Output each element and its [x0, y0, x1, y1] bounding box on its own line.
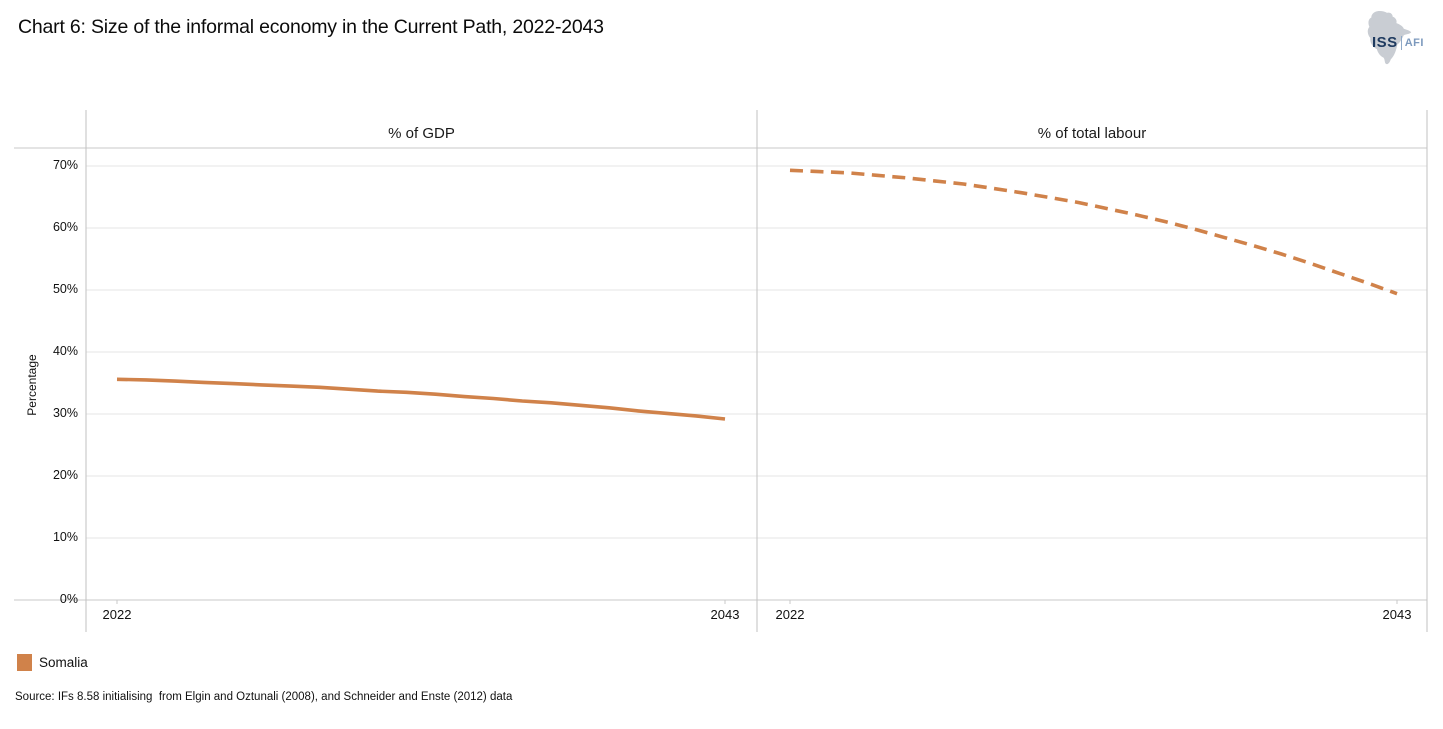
y-tick-label: 40% [52, 344, 78, 358]
logo-text: ISS AFI [1372, 34, 1424, 51]
x-tick-label: 2043 [710, 607, 740, 622]
x-tick-label: 2022 [102, 607, 132, 622]
y-tick-label: 60% [52, 220, 78, 234]
y-tick-label: 50% [52, 282, 78, 296]
iss-afi-logo: ISS AFI [1352, 4, 1438, 72]
y-tick-label: 30% [52, 406, 78, 420]
legend-swatch-somalia [17, 654, 32, 671]
panel-header-gdp: % of GDP [388, 124, 455, 142]
legend: Somalia [17, 654, 88, 671]
chart-title: Chart 6: Size of the informal economy in… [18, 16, 604, 38]
series-line-gdp [116, 377, 726, 421]
y-axis-title: Percentage [25, 354, 39, 416]
x-tick-label: 2022 [775, 607, 805, 622]
y-tick-label: 10% [52, 530, 78, 544]
y-tick-label: 70% [52, 158, 78, 172]
logo-iss-label: ISS [1372, 34, 1398, 51]
logo-afi-label: AFI [1404, 36, 1424, 49]
source-note: Source: IFs 8.58 initialising from Elgin… [15, 691, 513, 703]
panel-header-labour: % of total labour [1037, 124, 1147, 142]
legend-label-somalia: Somalia [39, 655, 88, 670]
y-tick-label: 20% [52, 468, 78, 482]
logo-separator [1400, 35, 1402, 50]
africa-map-icon [1367, 10, 1412, 65]
y-tick-label: 0% [59, 592, 78, 606]
series-line-labour [789, 168, 1398, 296]
x-tick-label: 2043 [1382, 607, 1412, 622]
